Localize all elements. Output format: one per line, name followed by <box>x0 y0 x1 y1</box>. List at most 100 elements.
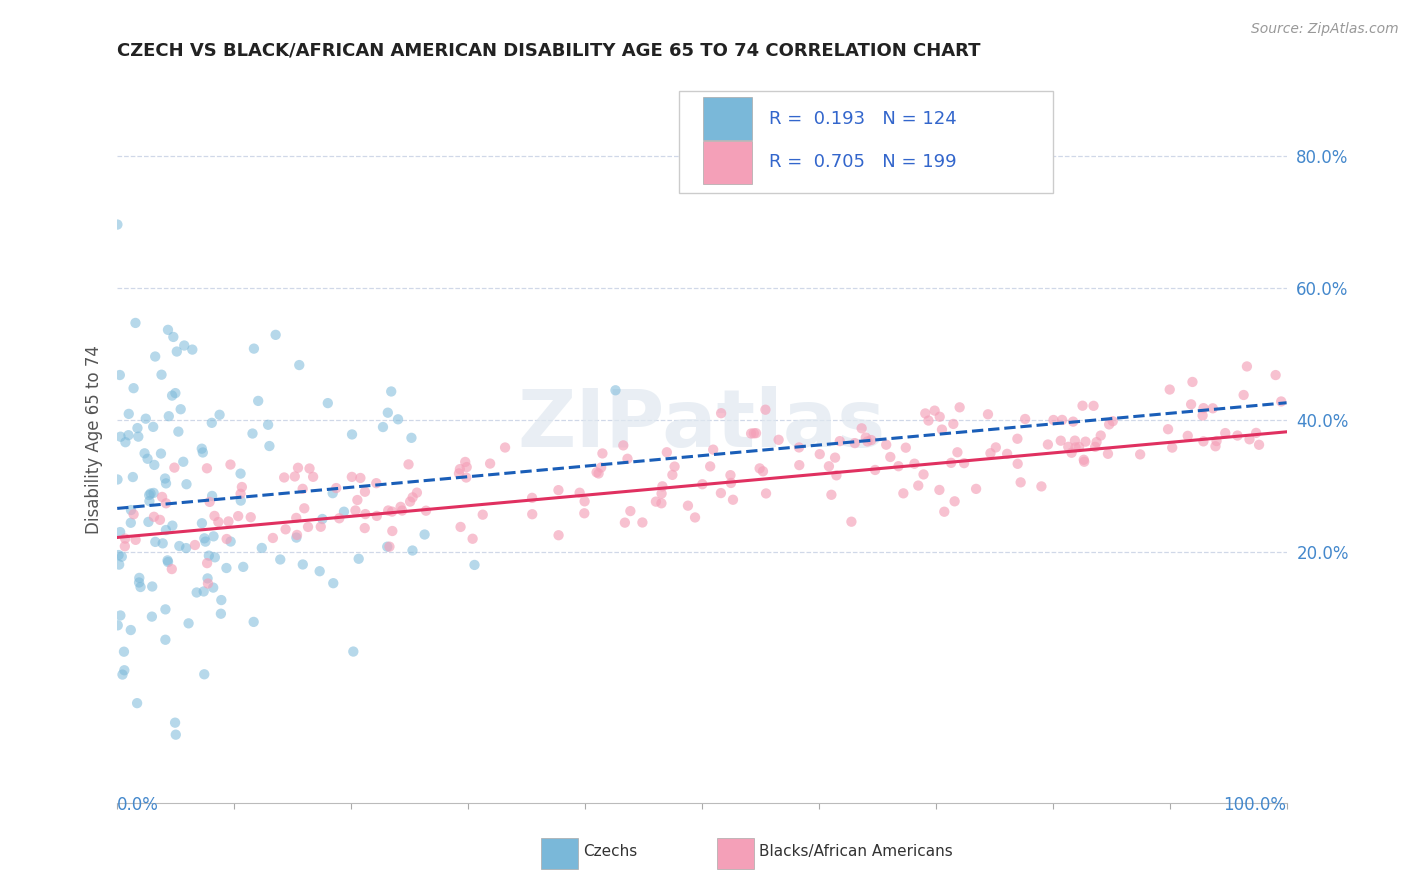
Point <box>692 477 714 491</box>
Point <box>1233 388 1256 402</box>
Point <box>710 406 733 420</box>
Point <box>127 421 149 435</box>
Point <box>454 455 477 469</box>
Point <box>1236 359 1258 374</box>
Point <box>879 450 901 464</box>
Point <box>841 515 863 529</box>
Point <box>157 555 180 569</box>
Point <box>591 446 613 460</box>
Point <box>720 475 742 490</box>
Point <box>928 409 950 424</box>
Point <box>218 515 240 529</box>
Point <box>378 540 401 554</box>
Text: Source: ZipAtlas.com: Source: ZipAtlas.com <box>1251 22 1399 37</box>
Point <box>108 368 131 382</box>
Point <box>574 506 596 520</box>
Text: Czechs: Czechs <box>583 845 638 859</box>
Point <box>1264 368 1286 382</box>
Point <box>1064 434 1087 448</box>
Point <box>160 389 183 403</box>
Point <box>1205 434 1227 448</box>
Point <box>191 445 214 459</box>
Point <box>754 402 776 417</box>
Point <box>828 434 851 449</box>
Point <box>112 645 135 659</box>
Point <box>120 516 142 530</box>
Point <box>243 342 266 356</box>
Text: ZIPatlas: ZIPatlas <box>517 386 886 464</box>
Point <box>111 667 134 681</box>
Point <box>127 696 149 710</box>
Point <box>946 445 969 459</box>
Point <box>160 562 183 576</box>
Point <box>129 580 152 594</box>
Point <box>139 486 162 500</box>
Point <box>308 564 330 578</box>
Point <box>979 446 1001 460</box>
Point <box>699 459 721 474</box>
Point <box>1177 429 1199 443</box>
Point <box>226 509 249 524</box>
Point <box>141 609 163 624</box>
Point <box>191 442 214 456</box>
Point <box>413 527 436 541</box>
Point <box>1226 428 1249 442</box>
Point <box>415 504 437 518</box>
Point <box>311 512 333 526</box>
Point <box>1060 446 1083 460</box>
Point <box>231 480 253 494</box>
Point <box>380 384 402 399</box>
Point <box>401 543 423 558</box>
Point <box>619 504 641 518</box>
Point <box>463 558 485 572</box>
Point <box>155 602 177 616</box>
Point <box>644 494 666 508</box>
Point <box>143 535 166 549</box>
Point <box>1181 375 1204 389</box>
Point <box>1050 413 1073 427</box>
Point <box>1191 409 1213 423</box>
Point <box>124 533 146 547</box>
Point <box>257 417 280 432</box>
Point <box>401 431 423 445</box>
Point <box>169 539 191 553</box>
Point <box>292 501 315 516</box>
Point <box>269 552 291 566</box>
Point <box>128 571 150 585</box>
Point <box>449 462 471 476</box>
Point <box>174 541 197 555</box>
Point <box>984 441 1007 455</box>
Point <box>138 494 160 508</box>
Text: 0.0%: 0.0% <box>117 797 159 814</box>
Point <box>1097 447 1119 461</box>
Point <box>953 456 976 470</box>
Point <box>1204 439 1226 453</box>
Point <box>934 505 956 519</box>
Point <box>661 467 683 482</box>
Point <box>297 520 319 534</box>
Point <box>215 561 238 575</box>
Point <box>1098 417 1121 432</box>
Point <box>1014 412 1036 426</box>
Point <box>264 327 287 342</box>
Point <box>1270 394 1292 409</box>
Point <box>1247 438 1270 452</box>
Point <box>288 358 311 372</box>
Point <box>215 532 238 546</box>
Point <box>1159 383 1181 397</box>
Point <box>1031 479 1053 493</box>
Point <box>1192 434 1215 449</box>
Point <box>710 486 733 500</box>
Point <box>285 511 308 525</box>
Point <box>155 632 177 647</box>
Point <box>232 560 254 574</box>
Point <box>450 520 472 534</box>
Point <box>162 330 184 344</box>
Point <box>1074 434 1097 449</box>
Point <box>1090 428 1112 442</box>
Text: R =  0.193   N = 124: R = 0.193 N = 124 <box>769 110 956 128</box>
Point <box>1161 441 1184 455</box>
Point <box>924 403 946 417</box>
Point <box>195 556 218 570</box>
Point <box>197 576 219 591</box>
